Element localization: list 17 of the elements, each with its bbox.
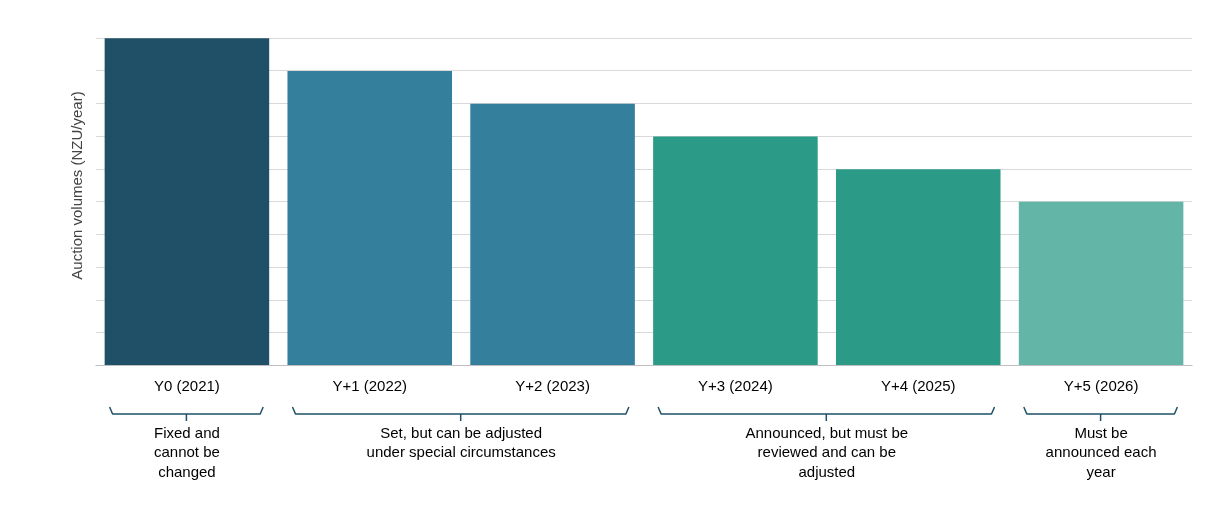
text: Fixed and cannot be changed (153, 423, 220, 480)
x-tick-label: Y+1 (2022) (332, 376, 408, 394)
x-tick-label: Y+4 (2025) (880, 376, 956, 394)
bar (104, 38, 270, 366)
bar (653, 136, 818, 366)
text: Set, but can be adjusted under special circumstances (366, 423, 556, 461)
bar (287, 70, 453, 366)
x-tick-label: Y+5 (2026) (1063, 376, 1139, 394)
bar (1018, 201, 1184, 366)
bar (470, 103, 635, 366)
x-tick-label: Y+2 (2023) (515, 376, 590, 394)
text: Announced, but must be reviewed and can be adjusted (745, 423, 909, 480)
x-tick-label: Y+3 (2024) (698, 376, 773, 394)
x-tick-label: Y0 (2021) (153, 376, 220, 394)
text: Must be announced each year (1045, 423, 1157, 480)
y-axis-title: Auction volumes (NZU/year) (67, 91, 85, 280)
bar (835, 169, 1001, 366)
